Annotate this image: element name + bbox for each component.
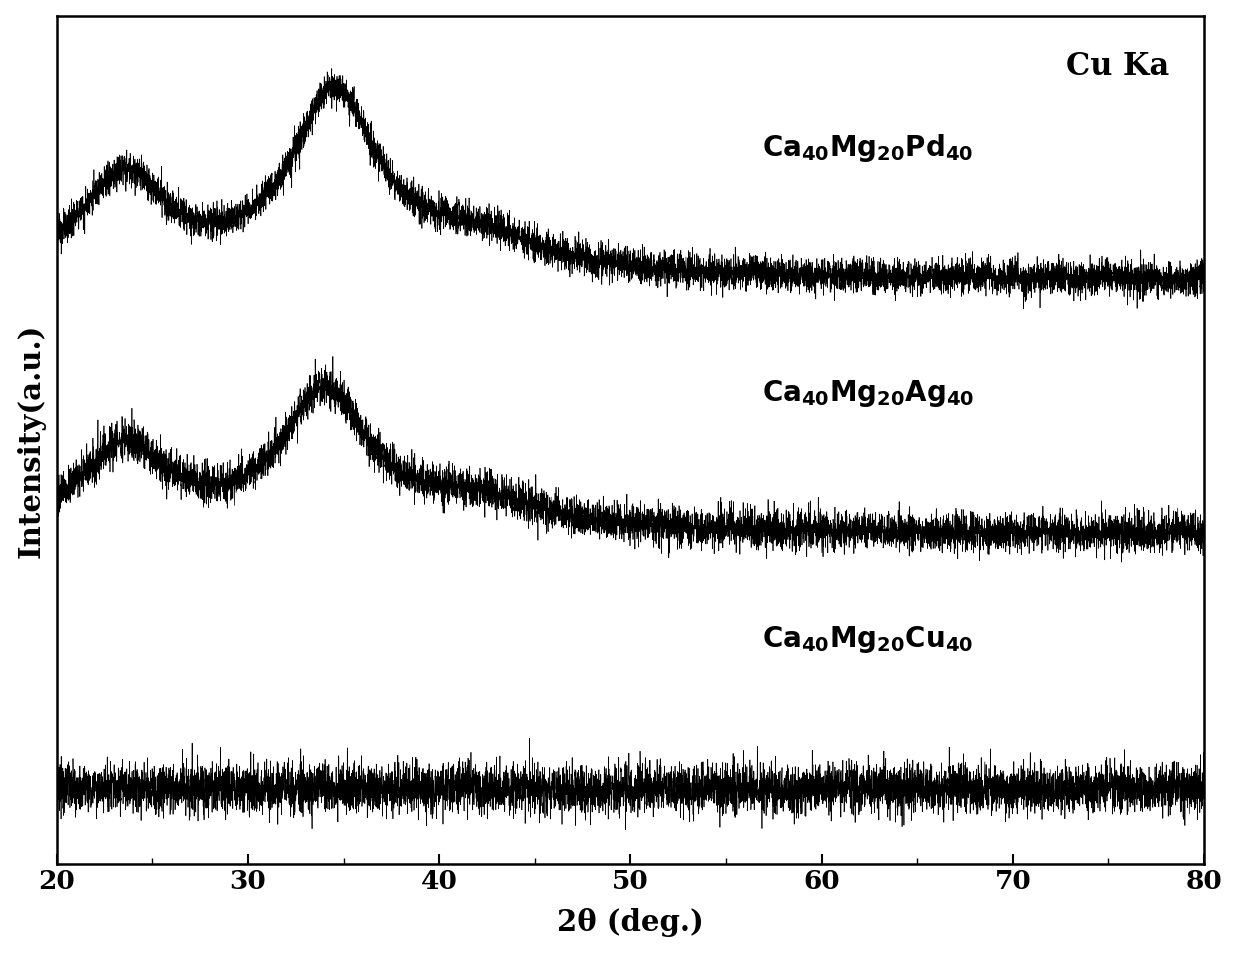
Text: $\mathbf{Ca_{40}Mg_{20}Ag_{40}}$: $\mathbf{Ca_{40}Mg_{20}Ag_{40}}$ (762, 378, 975, 409)
Text: $\mathbf{Ca_{40}Mg_{20}Cu_{40}}$: $\mathbf{Ca_{40}Mg_{20}Cu_{40}}$ (762, 623, 974, 655)
Y-axis label: Intensity(a.u.): Intensity(a.u.) (16, 323, 46, 558)
Text: $\mathbf{Ca_{40}Mg_{20}Pd_{40}}$: $\mathbf{Ca_{40}Mg_{20}Pd_{40}}$ (762, 132, 974, 164)
Text: Cu Ka: Cu Ka (1067, 51, 1170, 82)
X-axis label: 2θ (deg.): 2θ (deg.) (558, 907, 704, 937)
